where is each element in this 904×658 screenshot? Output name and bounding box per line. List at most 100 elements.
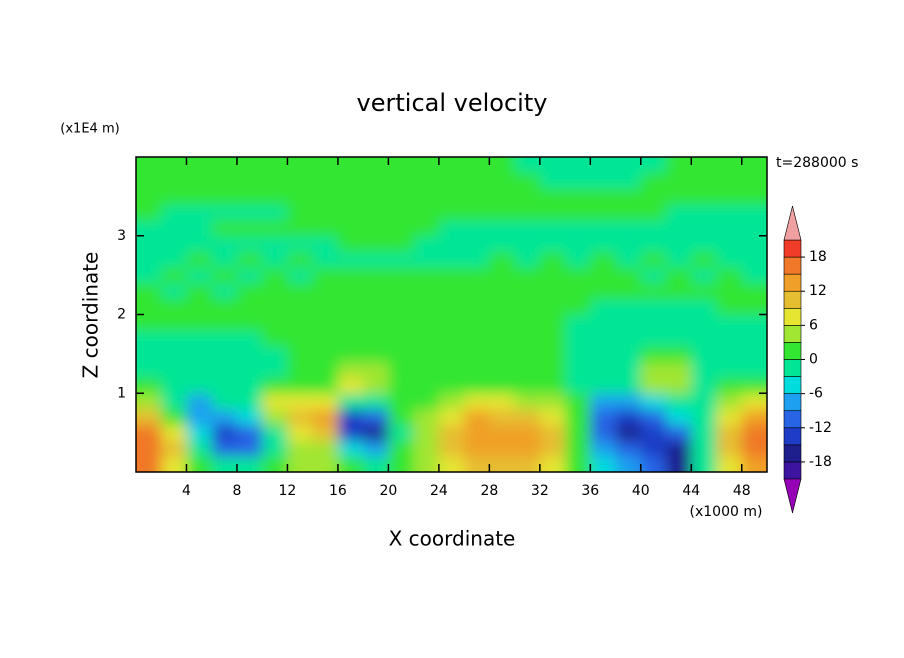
contour-cell: [413, 361, 440, 378]
contour-cell: [438, 204, 465, 221]
contour-cell: [590, 204, 617, 221]
contour-cell: [691, 283, 718, 300]
contour-cell: [388, 220, 415, 237]
x-tick-label: 36: [581, 483, 599, 499]
contour-cell: [716, 377, 743, 394]
contour-cell: [388, 456, 415, 472]
contour-cell: [337, 267, 364, 284]
colorbar-box: [783, 342, 802, 360]
contour-cell: [514, 220, 541, 237]
contour-cell: [161, 409, 187, 426]
contour-cell: [539, 188, 566, 205]
contour-cell: [236, 267, 263, 284]
contour-cell: [236, 251, 263, 268]
contour-cell: [590, 251, 617, 268]
contour-cell: [691, 393, 718, 410]
contour-cell: [337, 393, 364, 410]
contour-cell: [211, 204, 238, 221]
contour-cell: [262, 409, 288, 426]
contour-cell: [211, 346, 238, 363]
contour-cell: [666, 330, 692, 347]
contour-cell: [514, 251, 541, 268]
contour-cell: [590, 283, 617, 300]
contour-cell: [741, 204, 767, 221]
contour-cell: [514, 172, 541, 189]
contour-cell: [136, 456, 162, 472]
contour-cell: [287, 204, 314, 221]
colorbar-box: [783, 325, 802, 343]
contour-cell: [489, 204, 516, 221]
contour-cell: [388, 298, 415, 315]
contour-cell: [388, 251, 415, 268]
contour-cell: [716, 172, 743, 189]
contour-cell: [413, 377, 440, 394]
contour-cell: [489, 409, 516, 426]
contour-cell: [262, 346, 288, 363]
contour-cell: [666, 456, 692, 472]
contour-cell: [236, 172, 263, 189]
contour-cell: [337, 409, 364, 426]
contour-cell: [413, 314, 440, 331]
contour-cell: [741, 409, 767, 426]
contour-cell: [666, 188, 692, 205]
contour-cell: [464, 283, 490, 300]
contour-cell: [438, 361, 465, 378]
contour-cell: [691, 188, 718, 205]
contour-cell: [539, 361, 566, 378]
contour-cell: [590, 440, 617, 457]
contour-cell: [161, 440, 187, 457]
contour-cell: [363, 409, 389, 426]
contour-cell: [337, 188, 364, 205]
contour-cell: [615, 188, 642, 205]
contour-cell: [186, 188, 213, 205]
x-tick-label: 8: [232, 483, 241, 499]
contour-cell: [741, 393, 767, 410]
contour-cell: [161, 314, 187, 331]
contour-cell: [236, 393, 263, 410]
x-tick-label: 20: [379, 483, 397, 499]
contour-cell: [363, 330, 389, 347]
contour-cell: [640, 377, 667, 394]
contour-cell: [666, 346, 692, 363]
contour-cell: [186, 424, 213, 441]
contour-cell: [161, 346, 187, 363]
contour-cell: [539, 172, 566, 189]
contour-cell: [716, 440, 743, 457]
contour-cell: [741, 235, 767, 252]
contour-cell: [438, 298, 465, 315]
contour-cell: [337, 220, 364, 237]
contour-cell: [312, 424, 339, 441]
contour-cell: [186, 235, 213, 252]
contour-cell: [741, 377, 767, 394]
contour-cell: [539, 220, 566, 237]
contour-cell: [236, 188, 263, 205]
colorbar-box: [783, 410, 802, 429]
contour-cell: [186, 314, 213, 331]
contour-cell: [337, 298, 364, 315]
contour-cell: [363, 251, 389, 268]
contour-cell: [640, 440, 667, 457]
contour-cell: [691, 424, 718, 441]
x-axis-label: X coordinate: [389, 527, 516, 551]
contour-cell: [539, 424, 566, 441]
contour-cell: [363, 424, 389, 441]
contour-cell: [136, 172, 162, 189]
contour-cell: [236, 283, 263, 300]
contour-cell: [565, 393, 591, 410]
contour-cell: [691, 314, 718, 331]
contour-cell: [741, 346, 767, 363]
contour-cell: [211, 456, 238, 472]
contour-cell: [312, 251, 339, 268]
contour-cell: [514, 409, 541, 426]
contour-cell: [161, 424, 187, 441]
contour-cell: [186, 251, 213, 268]
contour-cell: [716, 220, 743, 237]
contour-cell: [438, 251, 465, 268]
contour-cell: [565, 204, 591, 221]
contour-cell: [186, 220, 213, 237]
contour-cell: [136, 377, 162, 394]
contour-cell: [615, 393, 642, 410]
contour-cell: [413, 346, 440, 363]
contour-cell: [640, 204, 667, 221]
